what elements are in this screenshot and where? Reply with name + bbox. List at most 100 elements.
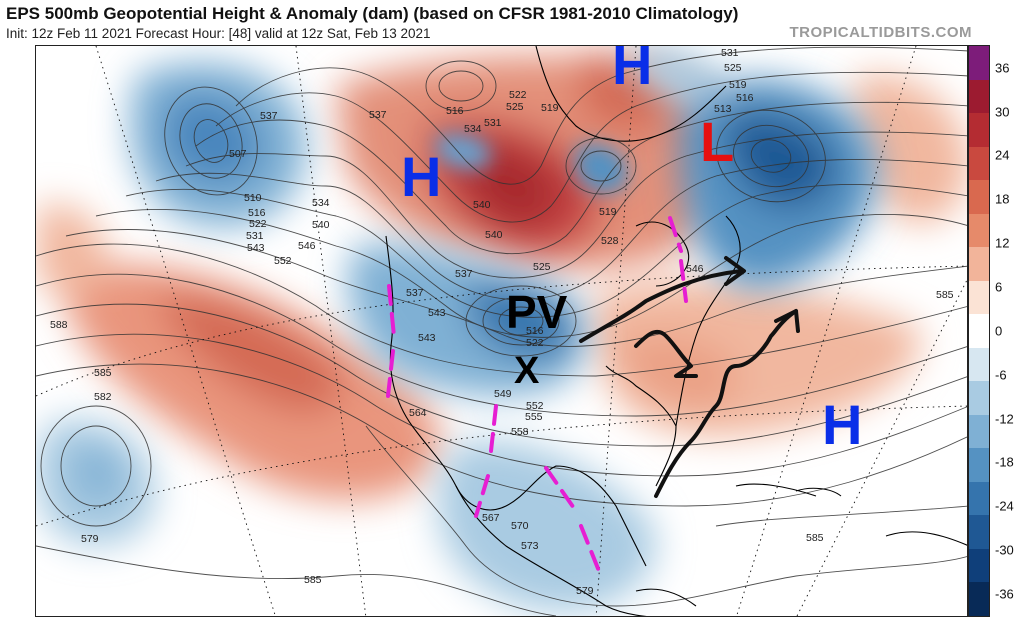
contour-label: 525: [533, 261, 551, 273]
contour-label: 534: [312, 197, 330, 209]
colorbar-tick-label: -30: [995, 542, 1014, 558]
colorbar-segment: [969, 381, 989, 415]
contour-label: 516: [446, 105, 464, 117]
contour-label: 582: [94, 391, 112, 403]
high-pressure-label: H: [612, 46, 652, 96]
colorbar-tick-label: 18: [995, 191, 1010, 207]
colorbar-segment: [969, 515, 989, 549]
contour-label: 516: [526, 325, 544, 337]
contour-label: 549: [494, 388, 512, 400]
high-pressure-label: H: [822, 393, 862, 456]
contour-label: 528: [601, 235, 619, 247]
contour-label: 588: [50, 319, 68, 331]
positive-anomaly-layer: [36, 53, 967, 500]
contour-label: 537: [406, 287, 424, 299]
contour-label: 546: [686, 263, 704, 275]
contour-label: 585: [304, 574, 322, 586]
colorbar-tick-label: 0: [995, 323, 1003, 339]
flow-arrows: [579, 256, 800, 498]
anomaly-colorbar: [968, 45, 990, 617]
colorbar-segment: [969, 481, 989, 516]
annotation-layer: H H H L PV X: [401, 46, 862, 456]
contour-label: 579: [576, 585, 594, 597]
contour-label: 516: [736, 92, 754, 104]
colorbar-tick-label: -24: [995, 498, 1014, 514]
contour-label: 540: [312, 219, 330, 231]
coastline-layer: [385, 46, 967, 616]
colorbar-tick-label: 36: [995, 60, 1010, 76]
contour-label: 564: [409, 407, 427, 419]
colorbar-tick-label: 6: [995, 279, 1003, 295]
contour-label: 522: [249, 218, 267, 230]
colorbar-segment: [969, 314, 989, 348]
contour-label: 531: [484, 117, 502, 129]
colorbar-segment: [969, 448, 989, 482]
colorbar-segment: [969, 347, 989, 382]
brand-watermark: TROPICALTIDBITS.COM: [789, 24, 972, 41]
negative-anomaly-layer: [36, 46, 878, 612]
contour-label: 510: [244, 192, 262, 204]
weather-map: 537 516 522 525 531 534 519 531 525 519 …: [35, 45, 968, 617]
contour-label: 531: [246, 230, 264, 242]
contour-label: 522: [526, 337, 544, 349]
colorbar-segment: [969, 46, 989, 80]
colorbar-segment: [969, 247, 989, 281]
polar-vortex-label: PV: [506, 286, 568, 338]
contour-label: 519: [729, 79, 747, 91]
contour-labels-layer: 537 516 522 525 531 534 519 531 525 519 …: [50, 47, 954, 597]
contour-label: 558: [511, 426, 529, 438]
contour-label: 534: [464, 123, 482, 135]
contour-label: 543: [428, 307, 446, 319]
contour-label: 519: [599, 206, 617, 218]
contour-label: 543: [247, 242, 265, 254]
latlon-grid: [36, 46, 967, 616]
colorbar-tick-label: -12: [995, 411, 1014, 427]
contour-label: 513: [714, 103, 732, 115]
colorbar-segment: [969, 280, 989, 315]
contour-label: 507: [229, 148, 247, 160]
colorbar-segment: [969, 113, 989, 147]
trough-axes: [386, 216, 688, 578]
contour-label: 555: [525, 411, 543, 423]
contour-label: 525: [724, 62, 742, 74]
contour-label: 525: [506, 101, 524, 113]
contour-label: 585: [806, 532, 824, 544]
contour-label: 567: [482, 512, 500, 524]
low-pressure-label: L: [700, 110, 734, 173]
page-title: EPS 500mb Geopotential Height & Anomaly …: [6, 4, 739, 23]
contour-label: 570: [511, 520, 529, 532]
contour-label: 519: [541, 102, 559, 114]
colorbar-segment: [969, 180, 989, 214]
colorbar-tick-label: 30: [995, 104, 1010, 120]
contour-label: 537: [369, 109, 387, 121]
contour-label: 585: [936, 289, 954, 301]
colorbar-tick-label: -18: [995, 454, 1014, 470]
contour-label: 543: [418, 332, 436, 344]
colorbar-tick-label: 12: [995, 235, 1010, 251]
contour-label: 537: [455, 268, 473, 280]
contour-label: 540: [473, 199, 491, 211]
contour-label: 540: [485, 229, 503, 241]
height-contours: [36, 46, 967, 616]
colorbar-tick-label: 24: [995, 147, 1010, 163]
contour-label: 573: [521, 540, 539, 552]
colorbar-tick-label: -6: [995, 367, 1007, 383]
colorbar-segment: [969, 79, 989, 114]
colorbar-tick-label: -36: [995, 586, 1014, 602]
contour-label: 546: [298, 240, 316, 252]
high-pressure-label: H: [401, 145, 441, 208]
contour-label: 579: [81, 533, 99, 545]
colorbar-segment: [969, 548, 989, 583]
colorbar-segment: [969, 414, 989, 449]
contour-label: 522: [509, 89, 527, 101]
colorbar-segment: [969, 146, 989, 181]
contour-label: 552: [526, 400, 544, 412]
contour-label: 585: [94, 367, 112, 379]
map-canvas: 537 516 522 525 531 534 519 531 525 519 …: [36, 46, 967, 616]
colorbar-segment: [969, 582, 989, 616]
colorbar-segment: [969, 213, 989, 248]
contour-label: 516: [248, 207, 266, 219]
contour-label: 552: [274, 255, 292, 267]
vortex-x-marker: X: [514, 350, 540, 392]
forecast-info: Init: 12z Feb 11 2021 Forecast Hour: [48…: [6, 26, 431, 41]
